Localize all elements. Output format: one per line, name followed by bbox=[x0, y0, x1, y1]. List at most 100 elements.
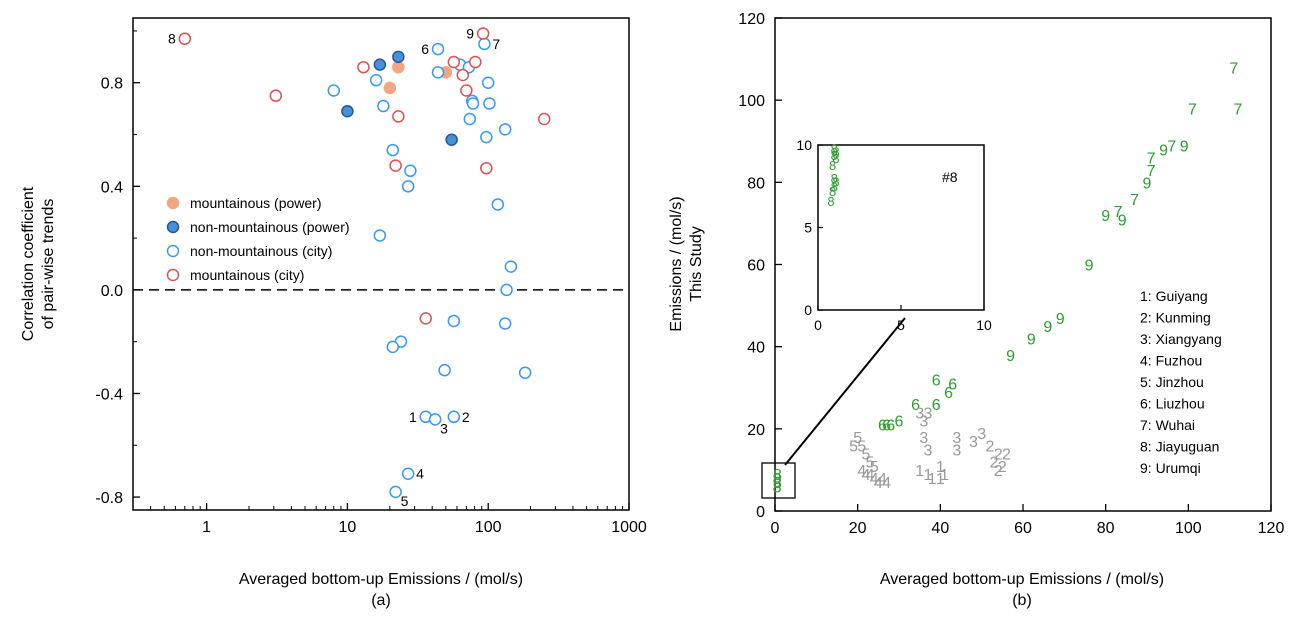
panel-b-xlabel: Averaged bottom-up Emissions / (mol/s) bbox=[880, 571, 1164, 588]
panel-a: 1 10 100 1000 -0.8 -0.4 0.0 0.4 0.8 8 6 9 7 1 32 45 mo… bbox=[20, 17, 647, 609]
x-tick-label: 100 bbox=[475, 519, 502, 536]
panel-a-frame bbox=[132, 17, 630, 511]
y-tick-label: 0 bbox=[756, 504, 765, 521]
inset-x-tick-label: 10 bbox=[976, 317, 992, 333]
panel-b-ylabel-line2: This Study bbox=[688, 226, 705, 302]
data-point-mountainous-city bbox=[480, 161, 493, 175]
inset-annotation: #8 bbox=[942, 169, 958, 185]
data-point-non-mountainous-city bbox=[500, 283, 513, 297]
legend-marker-mountainous-city bbox=[166, 268, 180, 282]
data-point-mountainous-city bbox=[419, 312, 432, 325]
inset-y-tick-label: 0 bbox=[804, 302, 812, 318]
legend-entry-7: 7: Wuhai bbox=[1140, 417, 1195, 433]
x-tick-label: 1000 bbox=[611, 519, 647, 536]
data-point-mountainous-city bbox=[537, 112, 551, 126]
digit-marker-city-4: 4 bbox=[870, 471, 879, 488]
digit-marker-city-5: 5 bbox=[853, 430, 862, 447]
digit-marker-city-2: 2 bbox=[998, 459, 1007, 476]
panel-a-axes: 1 10 100 1000 -0.8 -0.4 0.0 0.4 0.8 bbox=[95, 30, 647, 536]
data-point-non-mountainous-city bbox=[377, 99, 390, 113]
digit-marker-city-6: 6 bbox=[944, 385, 953, 402]
data-point-mountainous-city bbox=[460, 84, 473, 97]
digit-marker-city-9: 9 bbox=[1027, 331, 1036, 348]
digit-marker-city-2: 2 bbox=[1002, 446, 1011, 463]
y-tick-label: 100 bbox=[738, 93, 765, 110]
point-annotation: 9 bbox=[466, 26, 474, 42]
data-point-mountainous-city bbox=[447, 55, 461, 69]
digit-marker-city-3: 3 bbox=[969, 434, 978, 451]
inset-digit-marker-8: 8 bbox=[831, 141, 838, 156]
inset-digit-marker-8: 8 bbox=[829, 184, 836, 199]
inset-digit-marker-8: 8 bbox=[831, 179, 838, 194]
y-tick-label: 0.0 bbox=[101, 283, 123, 300]
panel-a-annotations: 8 6 9 7 1 32 45 bbox=[168, 26, 500, 509]
digit-marker-city-2: 2 bbox=[994, 463, 1003, 480]
inset-digit-marker-8: 8 bbox=[831, 148, 838, 163]
y-tick-label: 0.4 bbox=[101, 179, 123, 196]
data-point-non-mountainous-city bbox=[498, 123, 512, 136]
panel-b-ylabel-line1: Emissions / (mol/s) bbox=[668, 196, 685, 331]
digit-marker-city-1: 1 bbox=[936, 471, 945, 488]
digit-marker-city-9: 9 bbox=[1085, 258, 1094, 275]
x-tick-label: 1 bbox=[202, 519, 211, 536]
data-point-non-mountainous-power bbox=[445, 133, 458, 146]
data-point-non-mountainous-city bbox=[438, 363, 451, 377]
inset-digit-marker-8: 8 bbox=[831, 171, 838, 186]
data-point-non-mountainous-city bbox=[431, 42, 445, 56]
legend-entry-4: 4: Fuzhou bbox=[1140, 353, 1202, 369]
digit-marker-city-3: 3 bbox=[977, 426, 986, 443]
legend-entry-9: 9: Urumqi bbox=[1140, 460, 1201, 476]
y-tick-label: 120 bbox=[738, 11, 765, 28]
digit-marker-city-5: 5 bbox=[849, 438, 858, 455]
panel-a-ylabel-line1: Correlation coefficient bbox=[20, 186, 37, 341]
data-point-non-mountainous-city bbox=[428, 413, 442, 426]
panel-a-points bbox=[178, 27, 551, 499]
x-tick-label: 40 bbox=[931, 520, 949, 537]
digit-marker-city-8: 8 bbox=[773, 471, 782, 488]
data-point-non-mountainous-city bbox=[401, 467, 415, 480]
digit-marker-city-3: 3 bbox=[919, 414, 928, 431]
digit-marker-city-1: 1 bbox=[915, 463, 924, 480]
panel-a-ylabel-line2: of pair-wise trends bbox=[40, 199, 57, 330]
x-tick-label: 20 bbox=[849, 520, 867, 537]
digit-marker-city-7: 7 bbox=[1114, 204, 1123, 221]
digit-marker-city-6: 6 bbox=[911, 397, 920, 414]
data-point-non-mountainous-city bbox=[404, 164, 417, 178]
digit-marker-city-8: 8 bbox=[773, 475, 782, 492]
digit-marker-city-3: 3 bbox=[952, 430, 961, 447]
data-point-non-mountainous-city bbox=[481, 76, 495, 89]
y-tick-label: -0.8 bbox=[95, 490, 123, 507]
digit-marker-city-9: 9 bbox=[1101, 208, 1110, 225]
x-tick-label: 0 bbox=[771, 520, 780, 537]
legend-entry-1: 1: Guiyang bbox=[1140, 288, 1208, 304]
digit-marker-city-8: 8 bbox=[773, 479, 782, 496]
data-point-non-mountainous-city bbox=[369, 73, 383, 87]
digit-marker-city-4: 4 bbox=[866, 467, 875, 484]
digit-marker-city-6: 6 bbox=[932, 397, 941, 414]
legend-label-non-mountainous-city: non-mountainous (city) bbox=[190, 243, 332, 259]
data-point-non-mountainous-city bbox=[389, 485, 402, 499]
data-point-non-mountainous-power bbox=[392, 50, 405, 64]
y-tick-label: 80 bbox=[747, 175, 765, 192]
data-point-non-mountainous-city bbox=[491, 198, 505, 211]
data-point-mountainous-city bbox=[392, 110, 405, 123]
data-point-non-mountainous-city bbox=[480, 130, 493, 144]
point-annotation: 7 bbox=[492, 36, 500, 52]
inset-x-tick-label: 5 bbox=[897, 317, 905, 333]
digit-marker-city-3: 3 bbox=[923, 405, 932, 422]
digit-marker-city-2: 2 bbox=[985, 438, 994, 455]
data-point-mountainous-city bbox=[357, 60, 370, 74]
inset-digit-marker-8: 8 bbox=[832, 145, 839, 160]
legend-entry-3: 3: Xiangyang bbox=[1140, 331, 1222, 347]
data-point-non-mountainous-city bbox=[466, 97, 480, 110]
x-tick-label: 10 bbox=[339, 519, 357, 536]
point-annotation: 6 bbox=[421, 41, 429, 57]
digit-marker-city-3: 3 bbox=[923, 442, 932, 459]
data-point-non-mountainous-city bbox=[504, 260, 518, 273]
legend-entry-2: 2: Kunming bbox=[1140, 310, 1211, 326]
